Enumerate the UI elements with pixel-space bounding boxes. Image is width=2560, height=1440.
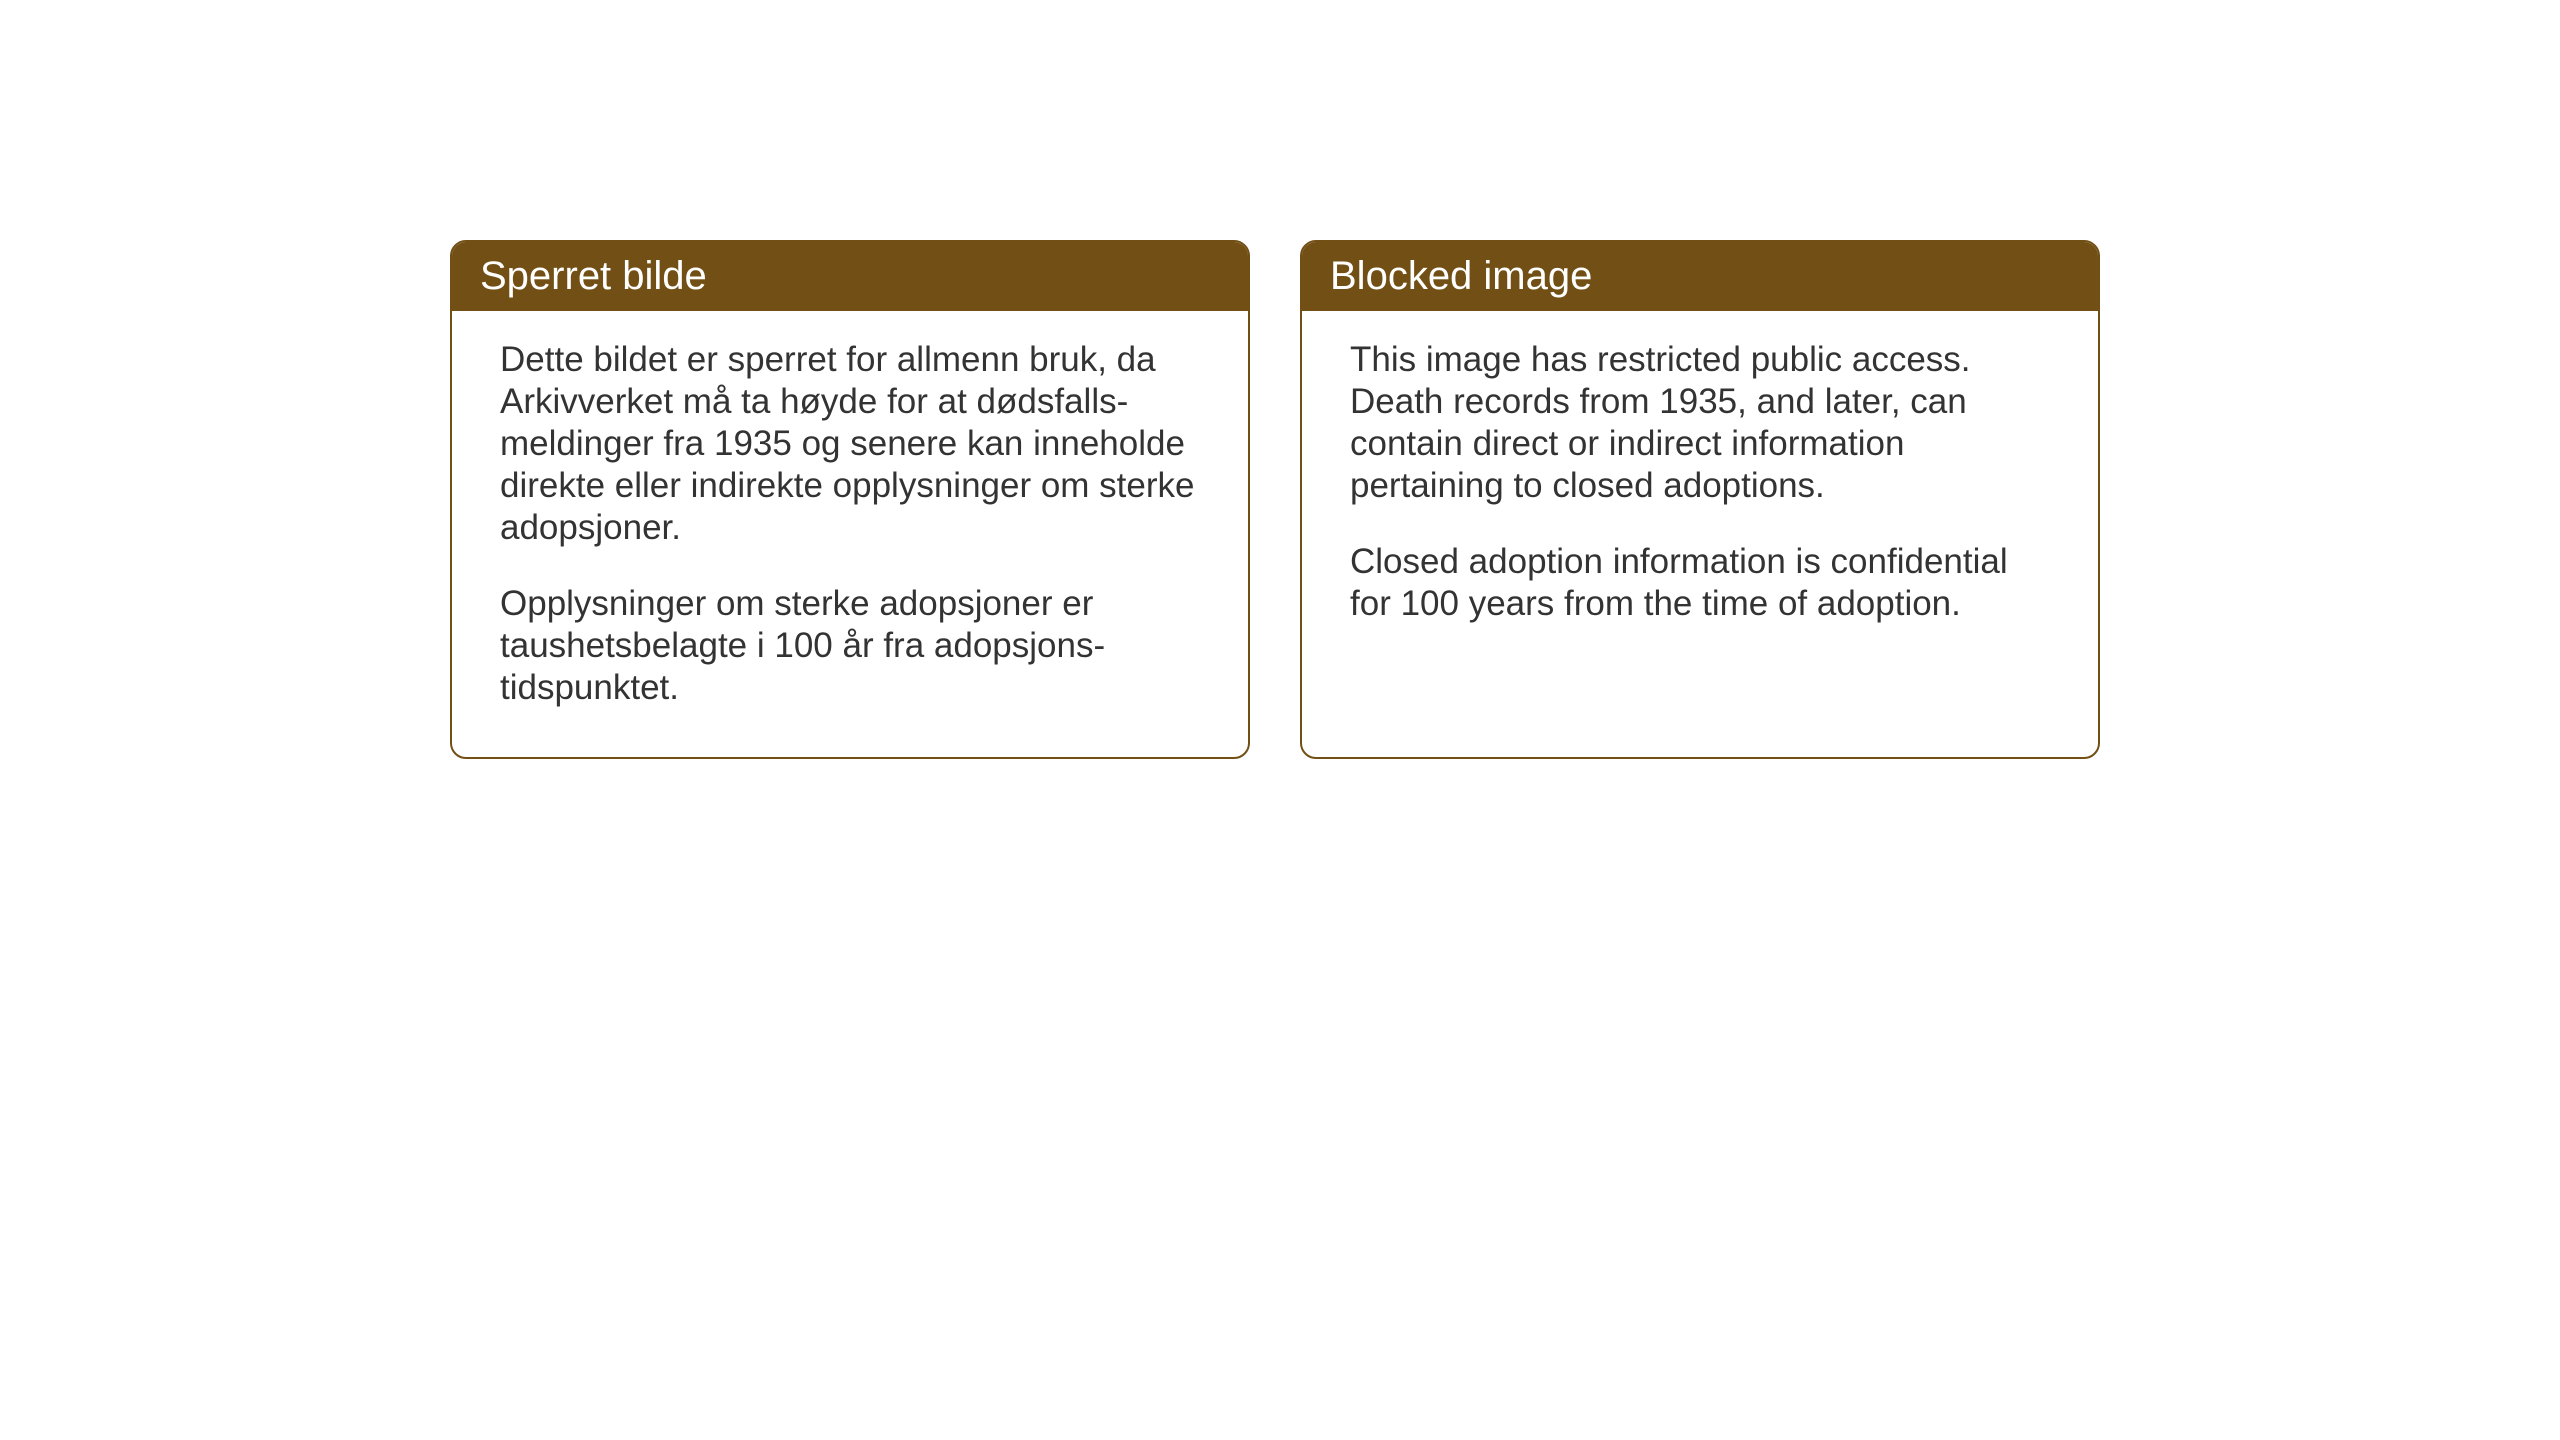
norwegian-paragraph-1: Dette bildet er sperret for allmenn bruk… <box>500 339 1200 549</box>
english-paragraph-1: This image has restricted public access.… <box>1350 339 2050 507</box>
cards-container: Sperret bilde Dette bildet er sperret fo… <box>450 240 2100 759</box>
english-card-title: Blocked image <box>1330 254 1592 298</box>
norwegian-card: Sperret bilde Dette bildet er sperret fo… <box>450 240 1250 759</box>
english-card-header: Blocked image <box>1302 242 2098 311</box>
english-card: Blocked image This image has restricted … <box>1300 240 2100 759</box>
norwegian-card-header: Sperret bilde <box>452 242 1248 311</box>
english-paragraph-2: Closed adoption information is confident… <box>1350 541 2050 625</box>
norwegian-paragraph-2: Opplysninger om sterke adopsjoner er tau… <box>500 583 1200 709</box>
english-card-body: This image has restricted public access.… <box>1302 311 2098 673</box>
norwegian-card-title: Sperret bilde <box>480 254 707 298</box>
norwegian-card-body: Dette bildet er sperret for allmenn bruk… <box>452 311 1248 757</box>
